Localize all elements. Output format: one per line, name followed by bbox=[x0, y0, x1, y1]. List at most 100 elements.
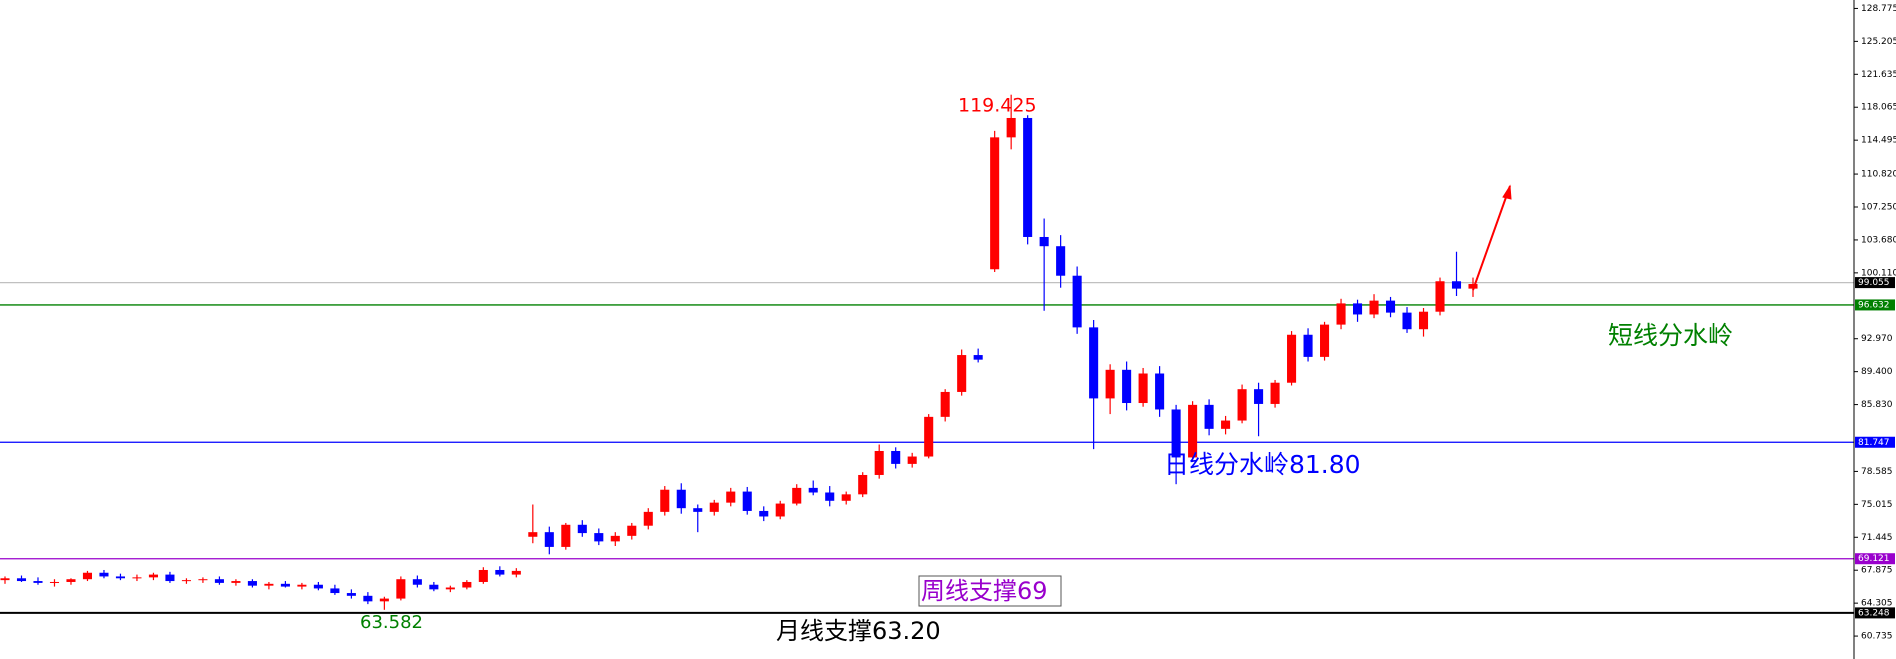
trend-arrow-head bbox=[1502, 184, 1512, 200]
candle-body bbox=[379, 598, 389, 602]
candle-body bbox=[99, 572, 109, 577]
candle-body bbox=[1138, 373, 1148, 404]
candle-body bbox=[1320, 324, 1330, 357]
candle-body bbox=[544, 532, 554, 547]
candle-body bbox=[148, 574, 158, 578]
candle-body bbox=[346, 593, 356, 596]
candle-body bbox=[1221, 420, 1231, 429]
y-tick-label: 114.495 bbox=[1861, 136, 1896, 146]
candle-body bbox=[429, 584, 439, 590]
level-tag: 63.248 bbox=[1858, 608, 1890, 618]
candle-body bbox=[528, 532, 538, 537]
y-tick-label: 64.305 bbox=[1861, 599, 1893, 609]
candle-body bbox=[396, 579, 406, 599]
candle-body bbox=[990, 137, 1000, 270]
candle-body bbox=[1418, 311, 1429, 330]
candle-body bbox=[660, 489, 670, 512]
candle-body bbox=[759, 510, 769, 517]
level-tag-bg bbox=[1855, 607, 1895, 619]
y-tick-label: 103.680 bbox=[1861, 235, 1896, 245]
candle-body bbox=[924, 416, 934, 457]
candle-body bbox=[495, 569, 505, 575]
y-tick-label: 110.820 bbox=[1861, 170, 1896, 180]
level-tag: 96.632 bbox=[1858, 300, 1890, 310]
candle-body bbox=[511, 570, 521, 575]
candle-body bbox=[940, 391, 950, 417]
candle-body bbox=[957, 355, 967, 392]
weekly-label: 周线支撑69 bbox=[921, 577, 1048, 605]
candle-body bbox=[808, 487, 818, 493]
candle-body bbox=[627, 525, 637, 536]
candle-body bbox=[33, 581, 43, 583]
y-tick-label: 107.250 bbox=[1861, 202, 1896, 212]
candle-body bbox=[1468, 284, 1478, 289]
candle-body bbox=[181, 580, 191, 582]
monthly-label: 月线支撑63.20 bbox=[776, 617, 941, 645]
y-tick-label: 67.875 bbox=[1861, 566, 1893, 576]
candle-body bbox=[214, 579, 224, 583]
candle-body bbox=[709, 502, 719, 512]
candle-body bbox=[264, 583, 274, 586]
candle-body bbox=[1155, 373, 1165, 410]
y-tick-label: 71.445 bbox=[1861, 533, 1893, 543]
candle-body bbox=[445, 587, 455, 590]
candle-body bbox=[66, 579, 76, 582]
weekly-label-box bbox=[918, 575, 1062, 607]
candle-body bbox=[1039, 236, 1049, 247]
candle-body bbox=[726, 491, 736, 503]
y-tick-label: 100.110 bbox=[1861, 268, 1896, 278]
candle-body bbox=[775, 503, 785, 517]
y-tick-label: 118.065 bbox=[1861, 103, 1896, 113]
candle-body bbox=[412, 579, 422, 585]
candles bbox=[0, 94, 1478, 610]
candle-body bbox=[1336, 303, 1346, 325]
candle-body bbox=[1237, 389, 1247, 421]
candle-body bbox=[1353, 303, 1363, 315]
candle-body bbox=[280, 583, 290, 587]
y-tick-label: 125.205 bbox=[1861, 37, 1896, 47]
candle-body bbox=[1072, 275, 1082, 328]
candle-body bbox=[82, 572, 93, 580]
y-tick-label: 121.635 bbox=[1861, 70, 1896, 80]
y-tick-label: 85.830 bbox=[1861, 400, 1893, 410]
candle-body bbox=[0, 578, 10, 581]
candle-body bbox=[792, 487, 802, 504]
candle-body bbox=[1385, 300, 1396, 313]
candle-body bbox=[231, 581, 241, 583]
candle-body bbox=[825, 492, 835, 501]
y-tick-label: 89.400 bbox=[1861, 367, 1893, 377]
candle-body bbox=[115, 576, 125, 579]
candle-body bbox=[1204, 404, 1214, 429]
candle-body bbox=[1402, 312, 1412, 330]
candle-body bbox=[841, 494, 851, 501]
candle-body bbox=[577, 524, 587, 534]
candle-body bbox=[1287, 334, 1297, 383]
candle-body bbox=[478, 569, 488, 582]
candle-body bbox=[1089, 327, 1099, 399]
candle-body bbox=[874, 450, 884, 475]
trend-arrow bbox=[1472, 185, 1511, 291]
candle-body bbox=[1435, 281, 1445, 312]
candle-body bbox=[49, 581, 60, 583]
level-tag: 99.055 bbox=[1858, 278, 1890, 288]
candle-body bbox=[16, 578, 27, 582]
candle-body bbox=[1171, 409, 1181, 458]
y-axis-ticks: 128.775 125.205 121.635 118.065 114.495 110.8… bbox=[1854, 4, 1896, 642]
candle-body bbox=[1270, 382, 1280, 404]
candle-body bbox=[1056, 246, 1066, 276]
y-tick-label: 128.775 bbox=[1861, 4, 1896, 14]
y-tick-label: 60.735 bbox=[1861, 632, 1893, 642]
candle-body bbox=[1188, 404, 1198, 458]
high-label: 119.425 bbox=[958, 95, 1037, 117]
candle-body bbox=[247, 581, 257, 586]
level-tag-bg bbox=[1855, 277, 1895, 289]
level-tag: 81.747 bbox=[1858, 438, 1890, 448]
candle-body bbox=[1122, 369, 1132, 404]
level-tag-bg bbox=[1855, 553, 1895, 565]
candle-body bbox=[643, 511, 653, 526]
candle-body bbox=[693, 508, 703, 512]
candle-body bbox=[1303, 334, 1313, 357]
